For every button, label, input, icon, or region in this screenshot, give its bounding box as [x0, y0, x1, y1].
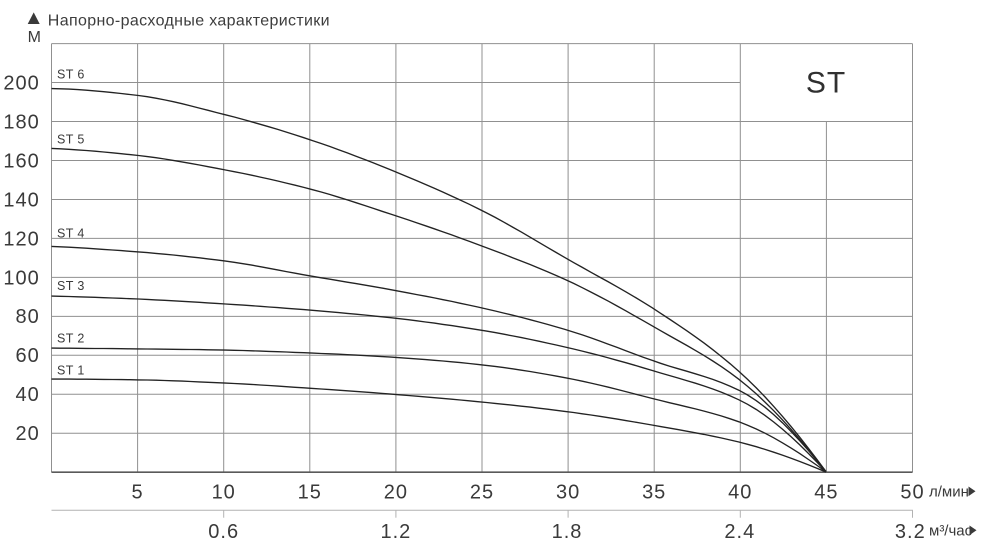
- svg-text:60: 60: [16, 345, 40, 367]
- svg-text:2.4: 2.4: [724, 521, 755, 543]
- svg-text:200: 200: [3, 73, 39, 95]
- svg-text:1.8: 1.8: [552, 521, 583, 543]
- svg-text:ST 5: ST 5: [57, 132, 85, 146]
- svg-text:180: 180: [3, 111, 39, 133]
- svg-text:ST: ST: [806, 67, 846, 100]
- svg-text:160: 160: [3, 150, 39, 172]
- svg-text:45: 45: [814, 482, 838, 504]
- svg-text:м³/час: м³/час: [929, 523, 973, 540]
- svg-text:35: 35: [642, 482, 666, 504]
- svg-text:40: 40: [16, 384, 40, 406]
- svg-text:40: 40: [728, 482, 752, 504]
- svg-text:30: 30: [556, 482, 580, 504]
- svg-text:ST 1: ST 1: [57, 363, 85, 377]
- svg-text:ST 2: ST 2: [57, 332, 85, 346]
- svg-text:10: 10: [212, 482, 236, 504]
- svg-text:20: 20: [16, 423, 40, 445]
- svg-text:ST 6: ST 6: [57, 67, 85, 81]
- svg-text:5: 5: [132, 482, 144, 504]
- svg-text:1.2: 1.2: [380, 521, 411, 543]
- svg-text:25: 25: [470, 482, 494, 504]
- svg-text:140: 140: [3, 189, 39, 211]
- svg-text:15: 15: [298, 482, 322, 504]
- svg-text:120: 120: [3, 228, 39, 250]
- svg-text:ST 4: ST 4: [57, 226, 85, 240]
- svg-text:80: 80: [16, 306, 40, 328]
- svg-text:100: 100: [3, 267, 39, 289]
- svg-text:50: 50: [900, 482, 924, 504]
- svg-text:М: М: [28, 29, 41, 46]
- svg-text:ST 3: ST 3: [57, 279, 85, 293]
- svg-text:20: 20: [384, 482, 408, 504]
- svg-text:3.2: 3.2: [895, 521, 926, 543]
- svg-text:0.6: 0.6: [208, 521, 239, 543]
- svg-text:л/мин: л/мин: [929, 484, 969, 501]
- svg-text:Напорно-расходные характеристи: Напорно-расходные характеристики: [48, 12, 330, 29]
